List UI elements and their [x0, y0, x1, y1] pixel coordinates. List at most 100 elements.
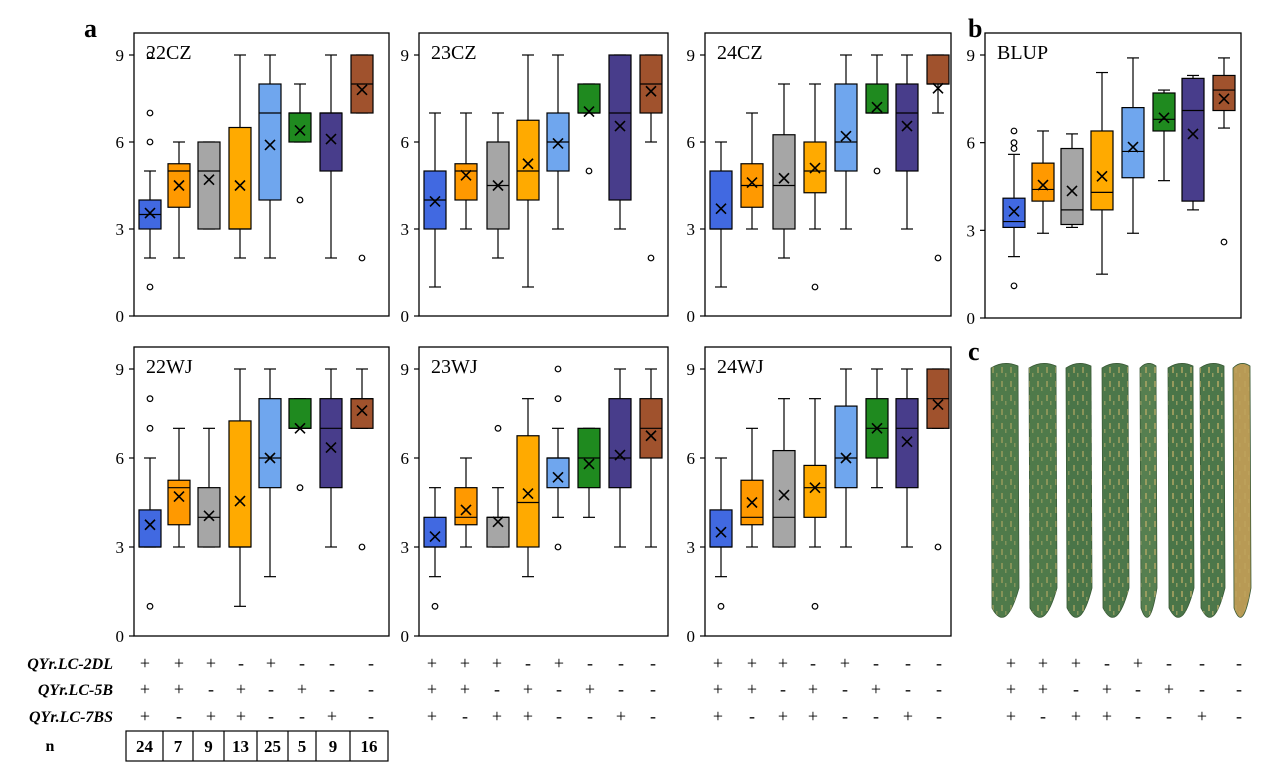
mean-marker: [715, 526, 727, 538]
y-tick-label: 9: [687, 46, 696, 65]
genotype-sign: -: [618, 679, 624, 699]
y-tick-label: 3: [116, 538, 125, 557]
box-4: [803, 83, 827, 291]
genotype-sign: -: [873, 706, 879, 726]
iqr-box: [228, 420, 252, 548]
plot-frame: [418, 346, 669, 637]
mean-marker: [583, 105, 595, 118]
genotype-sign: +: [778, 653, 788, 673]
genotype-sign: +: [492, 653, 502, 673]
genotype-sign: -: [525, 653, 531, 673]
box-2: [454, 112, 478, 230]
mean-marker: [460, 169, 472, 181]
genotype-sign: +: [236, 679, 246, 699]
mean-marker: [325, 133, 337, 145]
mean-marker: [871, 422, 883, 434]
mean-marker: [1066, 185, 1078, 197]
box-1: [709, 141, 733, 288]
mean-marker: [645, 430, 657, 442]
box-1: [709, 457, 733, 610]
leaf-4: [1101, 363, 1130, 618]
outlier-point: [811, 602, 819, 610]
genotype-sign: -: [208, 679, 214, 699]
iqr-box: [454, 163, 478, 201]
mean-marker: [234, 179, 246, 192]
n-value: 16: [361, 737, 378, 756]
box-2: [167, 427, 191, 548]
mean-marker: [522, 158, 534, 170]
genotype-sign: -: [368, 679, 374, 699]
box-6: [1152, 89, 1176, 182]
genotype-sign: +: [871, 679, 881, 699]
outlier-point: [811, 283, 819, 291]
outlier-point: [146, 51, 154, 59]
iqr-box: [516, 119, 540, 201]
box-6: [865, 54, 889, 175]
mean-marker: [901, 436, 913, 448]
outlier-point: [146, 138, 154, 146]
box-5: [834, 54, 858, 230]
mean-marker: [778, 489, 790, 501]
genotype-signs-group-4: + + + - + - - - + + - + - + - - + - + + - - + -: [1006, 653, 1242, 726]
iqr-box: [709, 170, 733, 230]
outlier-point: [873, 167, 881, 175]
panel-title: 22CZ: [146, 42, 192, 64]
plot-frame: [704, 32, 952, 317]
outlier-point: [494, 424, 502, 432]
panel-title: 24WJ: [717, 356, 764, 378]
iqr-box: [228, 126, 252, 230]
panel-title: 22WJ: [146, 356, 193, 378]
n-value: 7: [174, 737, 183, 756]
y-tick-label: 0: [401, 627, 410, 646]
mean-marker: [1187, 128, 1199, 140]
outlier-point: [1010, 127, 1018, 135]
box-8: [639, 368, 663, 548]
n-label: n: [46, 738, 55, 755]
outlier-point: [358, 543, 366, 551]
box-6: [577, 427, 601, 518]
box-6: [865, 368, 889, 489]
mean-marker: [552, 137, 564, 150]
genotype-sign: +: [206, 653, 216, 673]
mean-marker: [614, 120, 626, 132]
genotype-sign: -: [368, 653, 374, 673]
iqr-box: [895, 398, 919, 489]
iqr-box: [423, 516, 447, 548]
outlier-point: [358, 254, 366, 262]
mean-marker: [871, 101, 883, 113]
leaf-spots: [1233, 363, 1251, 618]
box-8: [639, 54, 663, 262]
genotype-sign: -: [842, 679, 848, 699]
plot-frame: [704, 346, 952, 637]
mean-marker: [778, 172, 790, 184]
iqr-box: [546, 457, 570, 489]
n-value: 25: [264, 737, 281, 756]
box-1: [1002, 127, 1026, 290]
genotype-sign: +: [747, 653, 757, 673]
leaf-2: [1028, 363, 1058, 618]
outlier-point: [146, 283, 154, 291]
outlier-point: [647, 254, 655, 262]
mean-marker: [840, 130, 852, 142]
box-8: [350, 368, 374, 551]
genotype-sign: +: [808, 679, 818, 699]
genotype-sign: -: [650, 706, 656, 726]
iqr-box: [516, 435, 540, 548]
outlier-point: [431, 602, 439, 610]
mean-marker: [429, 195, 441, 208]
genotype-sign: -: [1073, 679, 1079, 699]
genotype-sign: -: [780, 679, 786, 699]
iqr-box: [1031, 162, 1055, 202]
genotype-sign: +: [140, 653, 150, 673]
iqr-box: [319, 398, 343, 489]
genotype-sign: +: [266, 653, 276, 673]
box-8: [350, 54, 374, 262]
mean-marker: [173, 491, 185, 503]
leaf-photo: [990, 363, 1252, 618]
panel-label-b: b: [968, 14, 982, 43]
genotype-sign: +: [140, 706, 150, 726]
genotype-sign: -: [587, 706, 593, 726]
genotype-sign: +: [778, 706, 788, 726]
genotype-sign: +: [713, 706, 723, 726]
genotype-sign: -: [1135, 679, 1141, 699]
